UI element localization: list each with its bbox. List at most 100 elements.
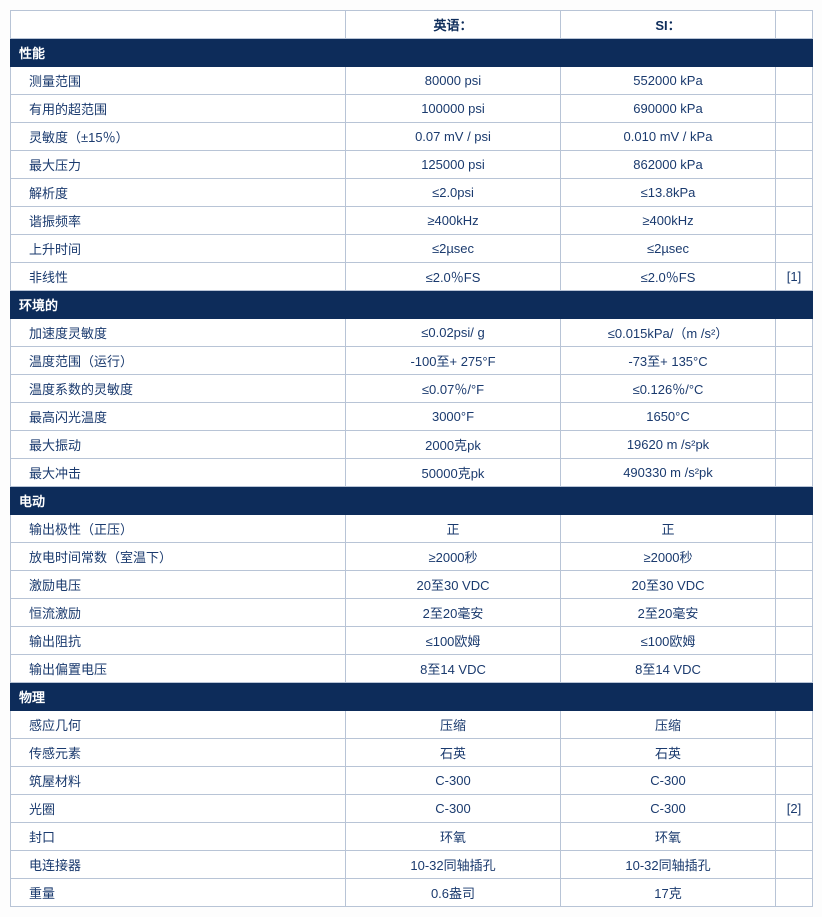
table-row: 温度范围（运行）-100至+ 275°F-73至+ 135°C (11, 347, 813, 375)
row-si: -73至+ 135°C (561, 347, 776, 375)
row-note (776, 711, 813, 739)
row-note (776, 207, 813, 235)
row-si: 压缩 (561, 711, 776, 739)
header-english: 英语： (346, 11, 561, 39)
row-label: 灵敏度（±15％） (11, 123, 346, 151)
section-row: 物理 (11, 683, 813, 711)
row-note (776, 739, 813, 767)
row-english: 0.07 mV / psi (346, 123, 561, 151)
row-note (776, 95, 813, 123)
row-english: C-300 (346, 795, 561, 823)
row-si: C-300 (561, 795, 776, 823)
row-label: 谐振频率 (11, 207, 346, 235)
row-si: 0.010 mV / kPa (561, 123, 776, 151)
section-title: 电动 (11, 487, 813, 515)
row-label: 激励电压 (11, 571, 346, 599)
row-english: ≥400kHz (346, 207, 561, 235)
row-si: ≤0.015kPa/（m /s²） (561, 319, 776, 347)
row-english: ≤2µsec (346, 235, 561, 263)
table-row: 筑屋材料C-300C-300 (11, 767, 813, 795)
row-english: ≥2000秒 (346, 543, 561, 571)
row-label: 加速度灵敏度 (11, 319, 346, 347)
row-si: 862000 kPa (561, 151, 776, 179)
row-english: ≤100欧姆 (346, 627, 561, 655)
row-english: -100至+ 275°F (346, 347, 561, 375)
row-si: 1650°C (561, 403, 776, 431)
row-note (776, 179, 813, 207)
table-row: 光圈C-300C-300[2] (11, 795, 813, 823)
section-row: 电动 (11, 487, 813, 515)
table-row: 最大振动2000克pk19620 m /s²pk (11, 431, 813, 459)
table-row: 解析度≤2.0psi≤13.8kPa (11, 179, 813, 207)
table-row: 传感元素石英石英 (11, 739, 813, 767)
header-note-blank (776, 11, 813, 39)
table-row: 最大冲击50000克pk490330 m /s²pk (11, 459, 813, 487)
row-note (776, 879, 813, 907)
table-row: 电连接器10-32同轴插孔10-32同轴插孔 (11, 851, 813, 879)
table-row: 激励电压20至30 VDC20至30 VDC (11, 571, 813, 599)
row-label: 输出阻抗 (11, 627, 346, 655)
row-label: 电连接器 (11, 851, 346, 879)
row-si: ≤13.8kPa (561, 179, 776, 207)
header-blank (11, 11, 346, 39)
row-english: 环氧 (346, 823, 561, 851)
row-label: 非线性 (11, 263, 346, 291)
section-row: 性能 (11, 39, 813, 67)
table-row: 放电时间常数（室温下）≥2000秒≥2000秒 (11, 543, 813, 571)
table-row: 最高闪光温度3000°F1650°C (11, 403, 813, 431)
row-label: 筑屋材料 (11, 767, 346, 795)
row-english: 0.6盎司 (346, 879, 561, 907)
header-row: 英语：SI： (11, 11, 813, 39)
row-si: 490330 m /s²pk (561, 459, 776, 487)
row-label: 最大冲击 (11, 459, 346, 487)
row-english: ≤0.07％/°F (346, 375, 561, 403)
table-row: 恒流激励2至20毫安2至20毫安 (11, 599, 813, 627)
row-note (776, 571, 813, 599)
row-si: C-300 (561, 767, 776, 795)
row-english: ≤0.02psi/ g (346, 319, 561, 347)
row-label: 最大振动 (11, 431, 346, 459)
table-row: 有用的超范围100000 psi690000 kPa (11, 95, 813, 123)
row-english: 压缩 (346, 711, 561, 739)
table-row: 重量0.6盎司17克 (11, 879, 813, 907)
table-row: 输出极性（正压）正正 (11, 515, 813, 543)
row-note (776, 375, 813, 403)
row-english: 石英 (346, 739, 561, 767)
row-note (776, 319, 813, 347)
row-label: 温度系数的灵敏度 (11, 375, 346, 403)
row-label: 最高闪光温度 (11, 403, 346, 431)
row-label: 温度范围（运行） (11, 347, 346, 375)
row-english: 10-32同轴插孔 (346, 851, 561, 879)
row-note (776, 767, 813, 795)
row-english: 正 (346, 515, 561, 543)
table-row: 感应几何压缩压缩 (11, 711, 813, 739)
row-note (776, 851, 813, 879)
row-note: [2] (776, 795, 813, 823)
row-note (776, 67, 813, 95)
section-title: 性能 (11, 39, 813, 67)
row-label: 解析度 (11, 179, 346, 207)
row-label: 恒流激励 (11, 599, 346, 627)
row-note (776, 655, 813, 683)
table-row: 加速度灵敏度≤0.02psi/ g≤0.015kPa/（m /s²） (11, 319, 813, 347)
row-english: C-300 (346, 767, 561, 795)
row-si: ≥2000秒 (561, 543, 776, 571)
row-si: ≤100欧姆 (561, 627, 776, 655)
row-si: ≤2.0％FS (561, 263, 776, 291)
section-row: 环境的 (11, 291, 813, 319)
row-note (776, 431, 813, 459)
row-english: 8至14 VDC (346, 655, 561, 683)
row-note (776, 543, 813, 571)
row-si: 正 (561, 515, 776, 543)
row-si: 20至30 VDC (561, 571, 776, 599)
section-title: 环境的 (11, 291, 813, 319)
row-si: 8至14 VDC (561, 655, 776, 683)
row-english: 125000 psi (346, 151, 561, 179)
row-note (776, 347, 813, 375)
row-note (776, 823, 813, 851)
header-si: SI： (561, 11, 776, 39)
row-note (776, 599, 813, 627)
row-english: 80000 psi (346, 67, 561, 95)
row-note (776, 123, 813, 151)
row-si: ≤2µsec (561, 235, 776, 263)
